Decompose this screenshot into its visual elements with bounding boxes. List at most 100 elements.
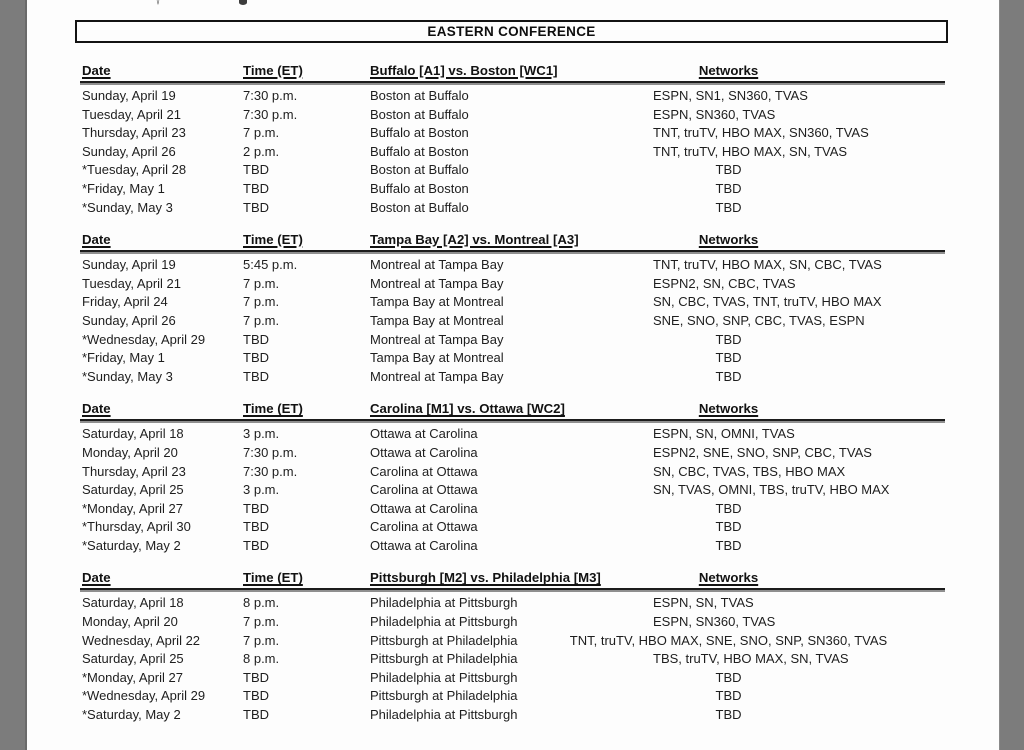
cropped-text-fragment <box>154 0 162 5</box>
networks-column-header: Networks <box>698 570 759 586</box>
game-time: TBD <box>243 368 269 384</box>
game-networks: ESPN, SN360, TVAS <box>653 614 776 630</box>
schedule-row: Sunday, April 26 7 p.m. Tampa Bay at Mon… <box>80 312 945 331</box>
game-matchup: Buffalo at Boston <box>370 125 469 141</box>
game-time: 5:45 p.m. <box>243 257 298 273</box>
game-networks: TBD <box>715 500 742 516</box>
game-time: 7:30 p.m. <box>243 463 298 479</box>
game-time: TBD <box>243 537 269 553</box>
game-networks: TNT, truTV, HBO MAX, SNE, SNO, SNP, SN36… <box>569 632 888 648</box>
game-networks: TBD <box>715 350 742 366</box>
game-date: Thursday, April 23 <box>82 125 186 141</box>
game-matchup: Pittsburgh at Philadelphia <box>370 688 518 704</box>
game-matchup: Philadelphia at Pittsburgh <box>370 669 518 685</box>
schedule-row: Saturday, April 25 8 p.m. Pittsburgh at … <box>80 650 945 669</box>
schedule-row: Saturday, April 18 3 p.m. Ottawa at Caro… <box>80 425 945 444</box>
game-time: TBD <box>243 500 269 516</box>
schedule-row: *Sunday, May 3 TBD Montreal at Tampa Bay… <box>80 368 945 387</box>
table-header-row: Date Time (ET) Buffalo [A1] vs. Boston [… <box>80 63 945 79</box>
game-time: 3 p.m. <box>243 482 280 498</box>
game-date: Sunday, April 26 <box>82 143 176 159</box>
game-date: Tuesday, April 21 <box>82 275 181 291</box>
game-networks: SN, CBC, TVAS, TNT, truTV, HBO MAX <box>653 294 882 310</box>
schedule-row: Tuesday, April 21 7 p.m. Montreal at Tam… <box>80 275 945 294</box>
game-date: Sunday, April 26 <box>82 312 176 328</box>
date-column-header: Date <box>82 401 111 417</box>
game-networks: ESPN, SN1, SN360, TVAS <box>653 88 808 103</box>
series-schedule-table: Date Time (ET) Tampa Bay [A2] vs. Montre… <box>80 232 945 386</box>
schedule-row: *Thursday, April 30 TBD Carolina at Otta… <box>80 518 945 537</box>
game-matchup: Montreal at Tampa Bay <box>370 368 504 384</box>
schedule-row: *Saturday, May 2 TBD Ottawa at Carolina … <box>80 537 945 556</box>
game-time: 8 p.m. <box>243 595 280 611</box>
header-divider-rule <box>80 419 945 424</box>
game-time: 7 p.m. <box>243 294 280 310</box>
game-date: Sunday, April 19 <box>82 257 176 273</box>
series-sections: Date Time (ET) Buffalo [A1] vs. Boston [… <box>75 63 948 725</box>
game-date: Monday, April 20 <box>82 444 178 460</box>
game-date: *Sunday, May 3 <box>82 368 173 384</box>
game-networks: TBD <box>715 180 742 196</box>
schedule-row: *Wednesday, April 29 TBD Pittsburgh at P… <box>80 687 945 706</box>
game-date: *Monday, April 27 <box>82 500 183 516</box>
time-column-header: Time (ET) <box>243 570 303 586</box>
game-date: *Sunday, May 3 <box>82 199 173 215</box>
game-date: Thursday, April 23 <box>82 463 186 479</box>
game-date: Monday, April 20 <box>82 614 178 630</box>
schedule-row: Sunday, April 26 2 p.m. Buffalo at Bosto… <box>80 143 945 162</box>
game-matchup: Ottawa at Carolina <box>370 426 478 442</box>
game-matchup: Philadelphia at Pittsburgh <box>370 707 518 723</box>
game-matchup: Pittsburgh at Philadelphia <box>370 632 518 648</box>
game-time: TBD <box>243 707 269 723</box>
series-schedule-table: Date Time (ET) Pittsburgh [M2] vs. Phila… <box>80 570 945 724</box>
schedule-row: Sunday, April 19 7:30 p.m. Boston at Buf… <box>80 87 945 106</box>
table-header-row: Date Time (ET) Pittsburgh [M2] vs. Phila… <box>80 570 945 586</box>
game-date: *Friday, May 1 <box>82 180 165 196</box>
table-body: Sunday, April 19 7:30 p.m. Boston at Buf… <box>80 87 945 217</box>
game-matchup: Boston at Buffalo <box>370 199 469 215</box>
game-time: TBD <box>243 688 269 704</box>
schedule-row: *Sunday, May 3 TBD Boston at Buffalo TBD <box>80 199 945 218</box>
game-networks: SN, TVAS, OMNI, TBS, truTV, HBO MAX <box>653 482 890 498</box>
schedule-row: Thursday, April 23 7 p.m. Buffalo at Bos… <box>80 124 945 143</box>
game-date: *Saturday, May 2 <box>82 537 181 553</box>
game-time: TBD <box>243 350 269 366</box>
game-date: Saturday, April 18 <box>82 426 184 442</box>
game-matchup: Carolina at Ottawa <box>370 463 478 479</box>
schedule-row: *Monday, April 27 TBD Philadelphia at Pi… <box>80 669 945 688</box>
game-networks: TBD <box>715 368 742 384</box>
game-networks: TBD <box>715 669 742 685</box>
game-matchup: Montreal at Tampa Bay <box>370 257 504 273</box>
right-gray-margin <box>999 0 1024 750</box>
game-networks: ESPN2, SN, CBC, TVAS <box>653 275 796 291</box>
game-networks: ESPN, SN, OMNI, TVAS <box>653 426 795 442</box>
header-divider-rule <box>80 81 945 85</box>
game-time: 7 p.m. <box>243 125 280 141</box>
schedule-row: Tuesday, April 21 7:30 p.m. Boston at Bu… <box>80 106 945 125</box>
networks-column-header: Networks <box>698 232 759 248</box>
game-matchup: Boston at Buffalo <box>370 106 469 122</box>
game-date: *Thursday, April 30 <box>82 519 191 535</box>
schedule-row: *Friday, May 1 TBD Buffalo at Boston TBD <box>80 180 945 199</box>
table-body: Saturday, April 18 8 p.m. Philadelphia a… <box>80 594 945 724</box>
matchup-column-header: Carolina [M1] vs. Ottawa [WC2] <box>370 401 565 417</box>
schedule-row: Thursday, April 23 7:30 p.m. Carolina at… <box>80 463 945 482</box>
time-column-header: Time (ET) <box>243 401 303 417</box>
game-date: *Wednesday, April 29 <box>82 331 206 347</box>
game-networks: TBD <box>715 537 742 553</box>
matchup-column-header: Pittsburgh [M2] vs. Philadelphia [M3] <box>370 570 601 586</box>
networks-column-header: Networks <box>698 401 759 417</box>
schedule-row: Monday, April 20 7 p.m. Philadelphia at … <box>80 613 945 632</box>
time-column-header: Time (ET) <box>243 63 303 78</box>
schedule-row: Saturday, April 25 3 p.m. Carolina at Ot… <box>80 481 945 500</box>
game-time: 7 p.m. <box>243 632 280 648</box>
game-time: TBD <box>243 162 269 178</box>
game-date: Saturday, April 18 <box>82 595 184 611</box>
game-networks: TBD <box>715 162 742 178</box>
game-time: 7 p.m. <box>243 275 280 291</box>
game-networks: TBS, truTV, HBO MAX, SN, TVAS <box>653 651 849 667</box>
table-header-row: Date Time (ET) Tampa Bay [A2] vs. Montre… <box>80 232 945 248</box>
schedule-row: *Wednesday, April 29 TBD Montreal at Tam… <box>80 331 945 350</box>
game-matchup: Montreal at Tampa Bay <box>370 331 504 347</box>
